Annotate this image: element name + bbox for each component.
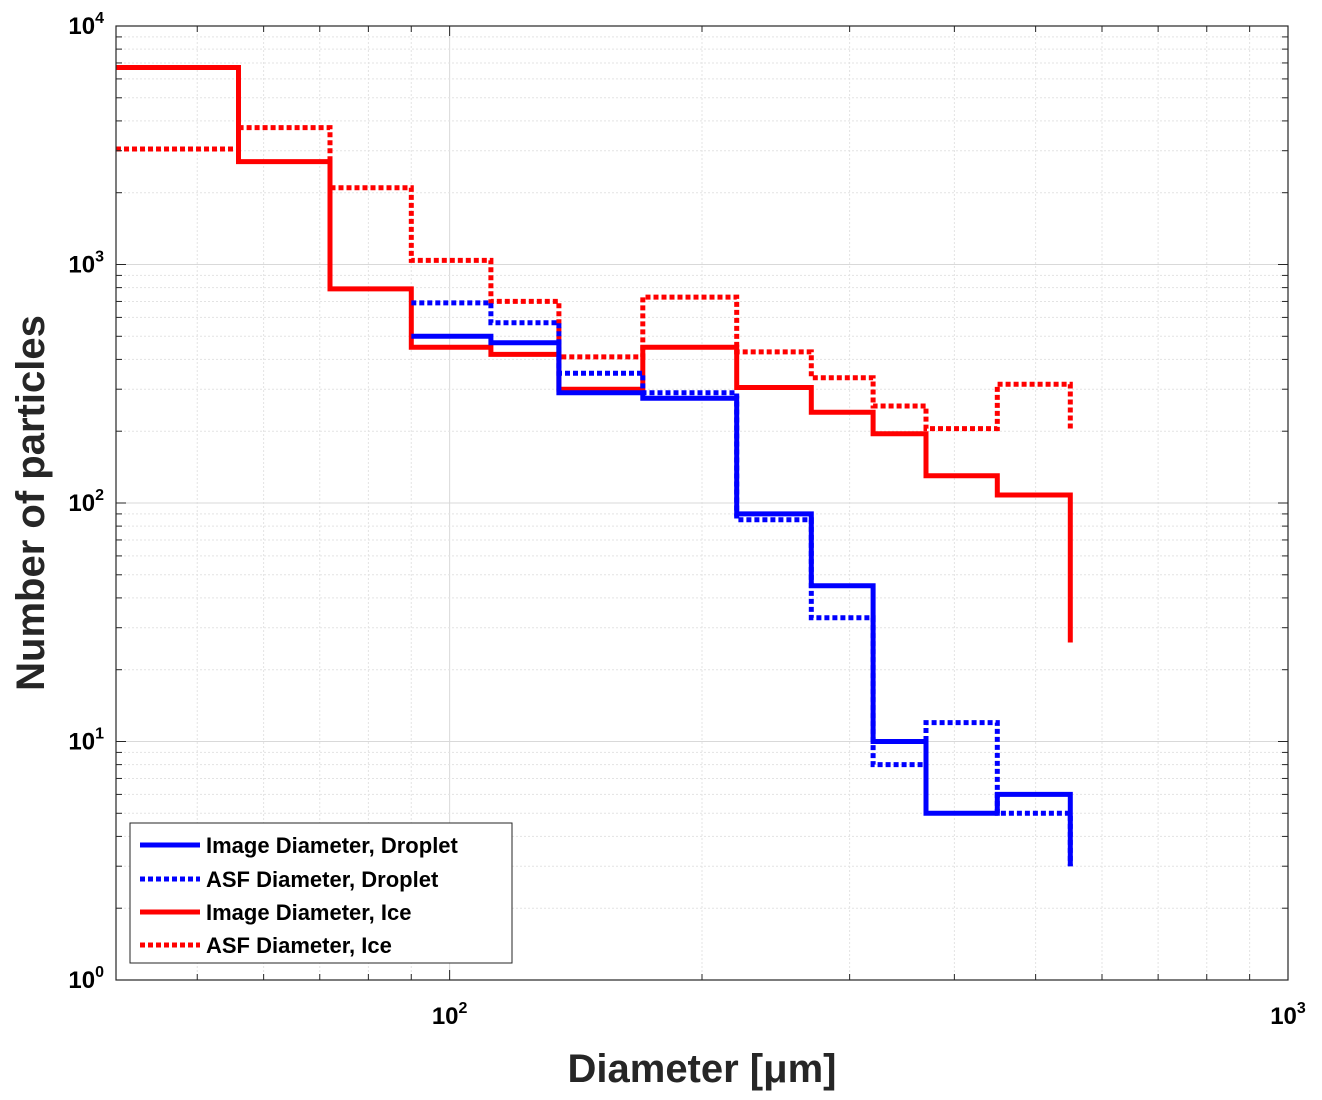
x-tick-label: 102: [432, 1000, 468, 1030]
legend-label-asf-ice: ASF Diameter, Ice: [206, 933, 392, 958]
series-layer: [116, 65, 1073, 867]
legend-label-image-droplet: Image Diameter, Droplet: [206, 833, 459, 858]
legend-label-image-ice: Image Diameter, Ice: [206, 900, 411, 925]
series-image-diameter-droplet: [411, 333, 1073, 867]
series-image-diameter-ice: [116, 65, 1073, 643]
series-asf-diameter-ice: [116, 125, 1073, 432]
legend-label-asf-droplet: ASF Diameter, Droplet: [206, 867, 439, 892]
ticks: [115, 26, 1288, 981]
y-tick-label: 103: [68, 249, 104, 279]
y-tick-label: 101: [68, 726, 104, 756]
grid: [115, 26, 1288, 981]
x-tick-label: 103: [1270, 1000, 1306, 1030]
y-tick-label: 102: [68, 487, 104, 517]
tick-labels: 102 103 100 101 102 103 104: [68, 10, 1306, 1030]
legend: Image Diameter, Droplet ASF Diameter, Dr…: [129, 822, 513, 964]
y-tick-label: 100: [68, 964, 104, 994]
y-axis-title: Number of particles: [9, 315, 53, 691]
y-tick-label: 104: [68, 10, 104, 40]
x-axis-title: Diameter [μm]: [568, 1047, 837, 1091]
